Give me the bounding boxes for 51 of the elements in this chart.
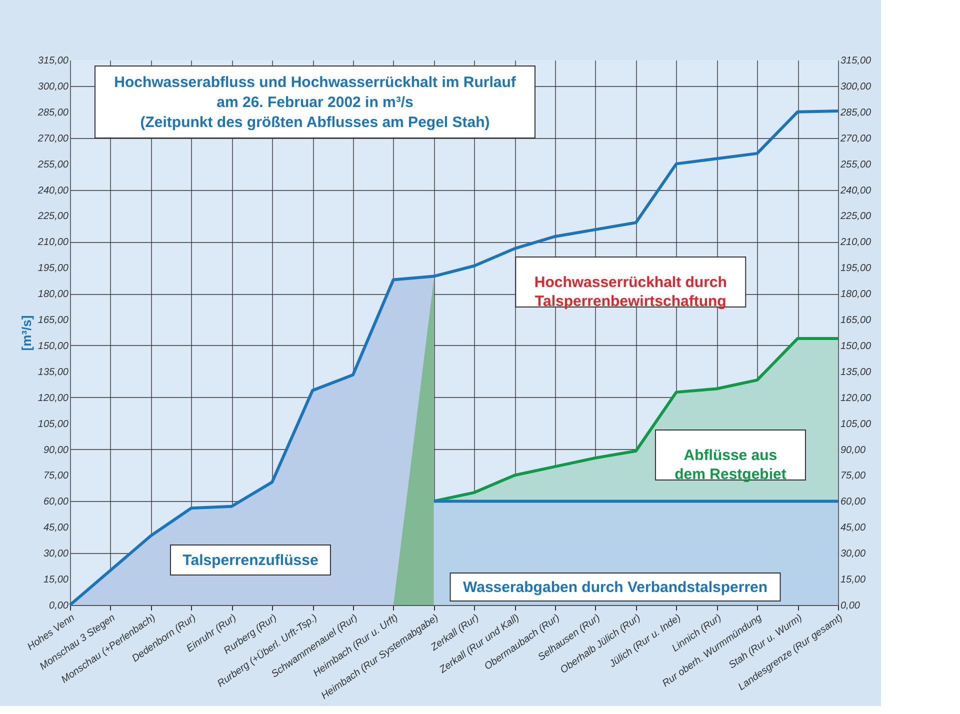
- y2-tick-label: 15,00: [840, 574, 866, 586]
- y2-tick-label: 285,00: [840, 107, 872, 118]
- annotation: Talsperrenzuflüsse: [182, 552, 318, 569]
- y2-tick-label: 270,00: [840, 133, 872, 144]
- y-tick-label: 105,00: [38, 418, 69, 430]
- y2-tick-label: 105,00: [840, 418, 872, 430]
- y-tick-label: 180,00: [38, 289, 69, 300]
- line-series: [68, 110, 840, 606]
- y-tick-label: 270,00: [36, 133, 69, 144]
- y2-tick-label: 180,00: [840, 289, 872, 300]
- y-tick-label: 30,00: [43, 548, 69, 560]
- y2-tick-label: 120,00: [840, 392, 872, 404]
- y-tick-label: 150,00: [38, 340, 69, 352]
- y-tick-label: 255,00: [36, 159, 69, 170]
- y2-tick-label: 240,00: [840, 185, 872, 196]
- y-tick-label: 165,00: [38, 315, 69, 326]
- y2-tick-label: 225,00: [840, 211, 872, 222]
- y2-tick-label: 60,00: [840, 496, 866, 508]
- y2-tick-label: 195,00: [840, 263, 872, 274]
- y2-tick-label: 30,00: [840, 548, 866, 560]
- y-tick-label: 195,00: [38, 263, 69, 274]
- text: Hochwasserabfluss und Hochwasserrückhalt im Rurlauf am 26. Februar 2002 in m³/s (Zeitpunkt des größten Abflusses am Pegel Stah): [114, 74, 517, 131]
- y2-tick-label: 210,00: [840, 237, 872, 248]
- annotation: Abflüsse aus dem Restgebiet: [674, 447, 786, 483]
- y2-tick-label: 0,00: [840, 600, 860, 612]
- y-tick-label: 90,00: [43, 444, 69, 456]
- annotation: Hochwasserrückhalt durch Talsperrenbewirtschaftung: [534, 274, 727, 310]
- y-tick-label: 300,00: [38, 81, 69, 92]
- y-tick-label: 285,00: [36, 107, 69, 118]
- y-tick-label: 315,00: [38, 56, 69, 66]
- y2-tick-label: 75,00: [840, 470, 866, 482]
- y2-tick-label: 150,00: [840, 340, 872, 352]
- y2-tick-label: 315,00: [840, 56, 872, 66]
- y-tick-label: 75,00: [43, 470, 69, 482]
- y2-tick-label: 165,00: [840, 315, 872, 326]
- y-tick-label: 45,00: [43, 522, 69, 534]
- y-tick-label: 0,00: [49, 600, 69, 612]
- y-tick-label: 210,00: [36, 237, 69, 248]
- y-tick-label: 240,00: [36, 185, 69, 196]
- y2-tick-label: 255,00: [840, 159, 872, 170]
- y-tick-label: 120,00: [38, 392, 69, 404]
- y-tick-label: 135,00: [38, 366, 69, 378]
- y2-tick-label: 300,00: [840, 81, 872, 92]
- y-axis-title: [m³/s]: [18, 315, 34, 351]
- annotation: Wasserabgaben durch Verbandstalsperren: [463, 579, 768, 596]
- y2-tick-label: 90,00: [840, 444, 866, 456]
- y-tick-label: 15,00: [43, 574, 69, 586]
- y-tick-label: 225,00: [36, 211, 69, 222]
- y2-tick-label: 135,00: [840, 366, 872, 378]
- y-tick-label: 60,00: [43, 496, 69, 508]
- y2-tick-label: 45,00: [840, 522, 866, 534]
